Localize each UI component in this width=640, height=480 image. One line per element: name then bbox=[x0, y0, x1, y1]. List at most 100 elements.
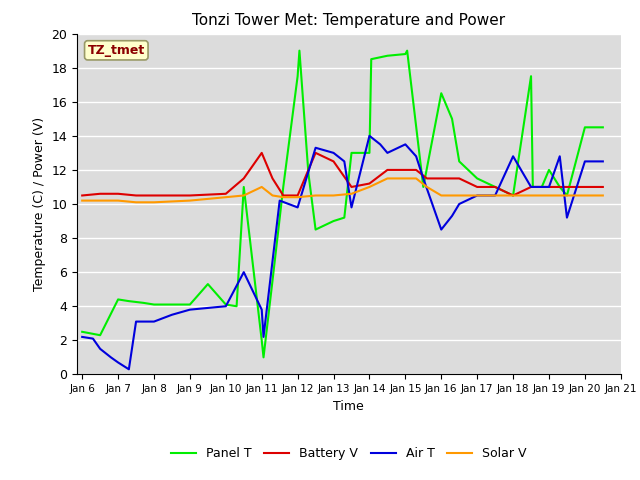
Battery V bbox=[492, 184, 499, 190]
Air T bbox=[96, 346, 104, 352]
Air T bbox=[376, 142, 384, 147]
Battery V bbox=[401, 167, 409, 173]
Panel T bbox=[403, 48, 411, 54]
Solar V bbox=[492, 192, 499, 198]
Panel T bbox=[492, 184, 499, 190]
Air T bbox=[115, 360, 122, 365]
Panel T bbox=[150, 301, 158, 307]
Panel T bbox=[115, 297, 122, 302]
Solar V bbox=[78, 198, 86, 204]
Air T bbox=[168, 312, 176, 318]
Panel T bbox=[240, 184, 248, 190]
Panel T bbox=[563, 192, 571, 198]
Panel T bbox=[599, 124, 607, 130]
Panel T bbox=[509, 192, 517, 198]
Solar V bbox=[312, 192, 319, 198]
Panel T bbox=[280, 184, 287, 190]
Panel T bbox=[527, 73, 535, 79]
Panel T bbox=[529, 184, 537, 190]
Panel T bbox=[186, 301, 194, 307]
Air T bbox=[348, 204, 355, 210]
Solar V bbox=[474, 192, 481, 198]
Panel T bbox=[204, 281, 212, 287]
Air T bbox=[258, 307, 266, 312]
Line: Battery V: Battery V bbox=[82, 153, 603, 195]
Air T bbox=[527, 184, 535, 190]
Panel T bbox=[296, 48, 303, 54]
Battery V bbox=[78, 192, 86, 198]
Solar V bbox=[258, 184, 266, 190]
Panel T bbox=[545, 167, 553, 173]
Solar V bbox=[132, 199, 140, 205]
Panel T bbox=[340, 215, 348, 220]
Solar V bbox=[294, 194, 301, 200]
Air T bbox=[492, 192, 499, 198]
Solar V bbox=[401, 176, 409, 181]
Battery V bbox=[348, 184, 355, 190]
Solar V bbox=[599, 192, 607, 198]
Battery V bbox=[365, 180, 373, 186]
Battery V bbox=[222, 191, 230, 197]
Solar V bbox=[383, 176, 391, 181]
Y-axis label: Temperature (C) / Power (V): Temperature (C) / Power (V) bbox=[33, 117, 45, 291]
Air T bbox=[456, 201, 463, 207]
Battery V bbox=[240, 176, 248, 181]
Air T bbox=[419, 176, 427, 181]
Solar V bbox=[269, 192, 276, 198]
Battery V bbox=[563, 184, 571, 190]
Battery V bbox=[280, 192, 287, 198]
Air T bbox=[474, 192, 481, 198]
Battery V bbox=[456, 176, 463, 181]
Panel T bbox=[448, 116, 456, 121]
Panel T bbox=[581, 124, 589, 130]
Air T bbox=[448, 213, 456, 219]
Battery V bbox=[258, 150, 266, 156]
Battery V bbox=[527, 184, 535, 190]
Panel T bbox=[383, 53, 391, 59]
Air T bbox=[240, 269, 248, 275]
Air T bbox=[581, 158, 589, 164]
Panel T bbox=[78, 329, 86, 335]
Air T bbox=[340, 158, 348, 164]
Air T bbox=[125, 366, 132, 372]
Panel T bbox=[260, 354, 268, 360]
Panel T bbox=[556, 184, 564, 190]
Solar V bbox=[150, 199, 158, 205]
Solar V bbox=[437, 192, 445, 198]
Air T bbox=[556, 154, 564, 159]
Solar V bbox=[348, 191, 355, 197]
Air T bbox=[563, 215, 571, 220]
Air T bbox=[89, 336, 97, 341]
Title: Tonzi Tower Met: Temperature and Power: Tonzi Tower Met: Temperature and Power bbox=[192, 13, 506, 28]
Air T bbox=[260, 334, 268, 340]
Battery V bbox=[312, 150, 319, 156]
Air T bbox=[78, 334, 86, 340]
Battery V bbox=[294, 192, 301, 198]
Solar V bbox=[563, 192, 571, 198]
Air T bbox=[365, 133, 373, 139]
Panel T bbox=[140, 300, 147, 306]
Battery V bbox=[581, 184, 589, 190]
Battery V bbox=[132, 192, 140, 198]
Line: Air T: Air T bbox=[82, 136, 603, 369]
Battery V bbox=[437, 176, 445, 181]
Battery V bbox=[115, 191, 122, 197]
Panel T bbox=[401, 51, 409, 57]
Solar V bbox=[456, 192, 463, 198]
Battery V bbox=[545, 184, 553, 190]
Panel T bbox=[456, 158, 463, 164]
Battery V bbox=[383, 167, 391, 173]
Panel T bbox=[538, 184, 546, 190]
Air T bbox=[294, 204, 301, 210]
Panel T bbox=[348, 150, 355, 156]
Legend: Panel T, Battery V, Air T, Solar V: Panel T, Battery V, Air T, Solar V bbox=[166, 442, 531, 465]
Air T bbox=[132, 319, 140, 324]
Battery V bbox=[423, 176, 431, 181]
Panel T bbox=[474, 176, 481, 181]
Air T bbox=[383, 150, 391, 156]
Panel T bbox=[258, 337, 266, 343]
Battery V bbox=[96, 191, 104, 197]
Panel T bbox=[125, 298, 132, 304]
Panel T bbox=[96, 332, 104, 338]
Air T bbox=[330, 150, 337, 156]
